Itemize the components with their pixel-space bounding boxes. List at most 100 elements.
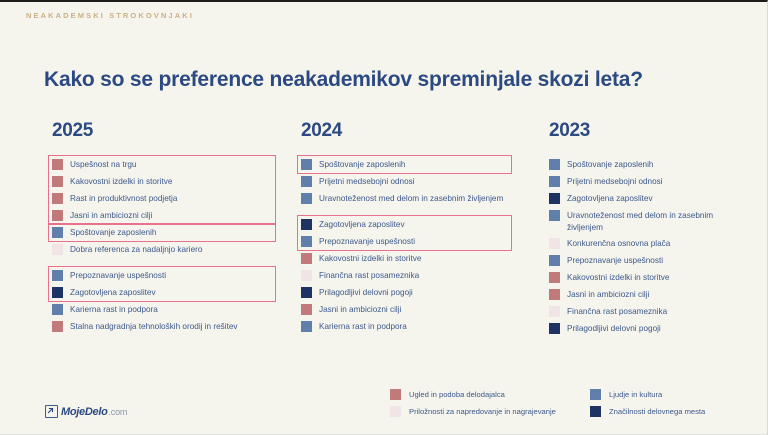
preference-item: Kakovostni izdelki in storitve [48, 173, 276, 190]
preference-item: Zagotovljena zaposlitev [297, 216, 512, 233]
category-swatch [52, 227, 63, 238]
preference-item: Prilagodljivi delovni pogoji [297, 284, 512, 301]
preference-item: Prilagodljivi delovni pogoji [545, 320, 750, 337]
legend-swatch [390, 389, 401, 400]
category-swatch [52, 210, 63, 221]
preference-item: Prepoznavanje uspešnosti [48, 267, 276, 284]
preference-item: Karierna rast in podpora [48, 301, 276, 318]
category-swatch [549, 323, 560, 334]
preference-label: Kakovostni izdelki in storitve [319, 254, 422, 263]
preference-item: Jasni in ambiciozni cilji [48, 207, 276, 224]
preference-label: Jasni in ambiciozni cilji [319, 305, 402, 314]
preference-label: Prepoznavanje uspešnosti [567, 256, 664, 265]
legend-swatch [590, 406, 601, 417]
preference-label: Prijetni medsebojni odnosi [567, 177, 663, 186]
preference-item: Finančna rast posameznika [545, 303, 750, 320]
preference-label: Spoštovanje zaposlenih [319, 160, 406, 169]
legend-label: Ljudje in kultura [609, 389, 663, 399]
preference-item: Kakovostni izdelki in storitve [297, 250, 512, 267]
preference-item: Uspešnost na trgu [48, 156, 276, 173]
category-swatch [549, 193, 560, 204]
preference-label: Jasni in ambiciozni cilji [70, 211, 153, 220]
preference-item: Spoštovanje zaposlenih [545, 156, 750, 173]
category-swatch [301, 176, 312, 187]
year-heading: 2024 [301, 120, 343, 141]
category-swatch [52, 193, 63, 204]
preference-label: Prilagodljivi delovni pogoji [567, 324, 661, 333]
preference-label: Jasni in ambiciozni cilji [567, 290, 650, 299]
category-swatch [549, 255, 560, 266]
category-swatch [549, 272, 560, 283]
legend-label: Značilnosti delovnega mesta [609, 406, 706, 416]
preference-label: Konkurenčna osnovna plača [567, 239, 671, 248]
preference-list: Spoštovanje zaposlenih Prijetni medsebojn… [297, 155, 512, 335]
category-swatch [301, 219, 312, 230]
category-swatch [52, 287, 63, 298]
preference-label: Uravnoteženost med delom in zasebnim živ… [319, 194, 504, 203]
preference-label: Kakovostni izdelki in storitve [567, 273, 670, 282]
category-swatch [549, 210, 560, 221]
category-legend: Ugled in podoba delodajalca Ljudje in kul… [390, 386, 755, 420]
preference-label: Uravnoteženost med delom in zasebnim živ… [567, 211, 714, 232]
preference-item: Zagotovljena zaposlitev [48, 284, 276, 301]
preference-item: Rast in produktivnost podjetja [48, 190, 276, 207]
legend-item: Ugled in podoba delodajalca [390, 386, 590, 403]
page-title: Kako so se preference neakademikov sprem… [44, 68, 643, 92]
preference-label: Karierna rast in podpora [70, 305, 158, 314]
preference-item: Spoštovanje zaposlenih [297, 156, 512, 173]
legend-label: Ugled in podoba delodajalca [409, 389, 505, 399]
preference-item: Prepoznavanje uspešnosti [297, 233, 512, 250]
preference-label: Zagotovljena zaposlitev [319, 220, 405, 229]
category-swatch [549, 159, 560, 170]
preference-item: Dobra referenca za nadaljnjo kariero [48, 241, 276, 267]
preference-item: Kakovostni izdelki in storitve [545, 269, 750, 286]
category-swatch [301, 193, 312, 204]
preference-item: Jasni in ambiciozni cilji [297, 301, 512, 318]
preference-item: Finančna rast posameznika [297, 267, 512, 284]
legend-item: Priložnosti za napredovanje in nagrajeva… [390, 403, 590, 420]
logo-tld: .com [108, 406, 128, 417]
category-swatch [52, 176, 63, 187]
legend-swatch [590, 389, 601, 400]
preference-label: Dobra referenca za nadaljnjo kariero [70, 245, 203, 254]
category-swatch [301, 270, 312, 281]
preference-item: Karierna rast in podpora [297, 318, 512, 335]
preference-label: Zagotovljena zaposlitev [567, 194, 653, 203]
category-swatch [301, 253, 312, 264]
legend-swatch [390, 406, 401, 417]
logo-wordmark: MojeDelo [61, 405, 108, 418]
preference-item: Spoštovanje zaposlenih [48, 224, 276, 241]
preference-label: Zagotovljena zaposlitev [70, 288, 156, 297]
preference-item: Uravnoteženost med delom in zasebnim živ… [545, 207, 750, 235]
category-swatch [301, 304, 312, 315]
preference-label: Finančna rast posameznika [319, 271, 420, 280]
preference-label: Rast in produktivnost podjetja [70, 194, 178, 203]
eyebrow-label: NEAKADEMSKI STROKOVNJAKI [26, 11, 194, 20]
category-swatch [549, 176, 560, 187]
category-swatch [52, 321, 63, 332]
preference-list: Spoštovanje zaposlenih Prijetni medsebojn… [545, 156, 750, 337]
category-swatch [301, 236, 312, 247]
preference-item: Jasni in ambiciozni cilji [545, 286, 750, 303]
category-swatch [549, 238, 560, 249]
preference-label: Prepoznavanje uspešnosti [70, 271, 167, 280]
preference-label: Spoštovanje zaposlenih [70, 228, 157, 237]
preference-label: Prepoznavanje uspešnosti [319, 237, 416, 246]
preference-label: Spoštovanje zaposlenih [567, 160, 654, 169]
preference-item: Zagotovljena zaposlitev [545, 190, 750, 207]
category-swatch [549, 306, 560, 317]
preference-item: Prijetni medsebojni odnosi [545, 173, 750, 190]
preference-item: Stalna nadgradnja tehnoloških orodij in … [48, 318, 276, 344]
preference-label: Uspešnost na trgu [70, 160, 137, 169]
preference-item: Prepoznavanje uspešnosti [545, 252, 750, 269]
category-swatch [549, 289, 560, 300]
preference-label: Stalna nadgradnja tehnoloških orodij in … [70, 322, 238, 331]
year-heading: 2025 [52, 120, 94, 141]
preference-label: Karierna rast in podpora [319, 322, 407, 331]
category-swatch [301, 321, 312, 332]
year-column-2024: 2024 Spoštovanje zaposlenih Prijetni meds… [297, 120, 512, 335]
arrow-box-icon [45, 405, 58, 418]
category-swatch [52, 304, 63, 315]
mojedelo-logo[interactable]: MojeDelo .com [45, 405, 127, 418]
